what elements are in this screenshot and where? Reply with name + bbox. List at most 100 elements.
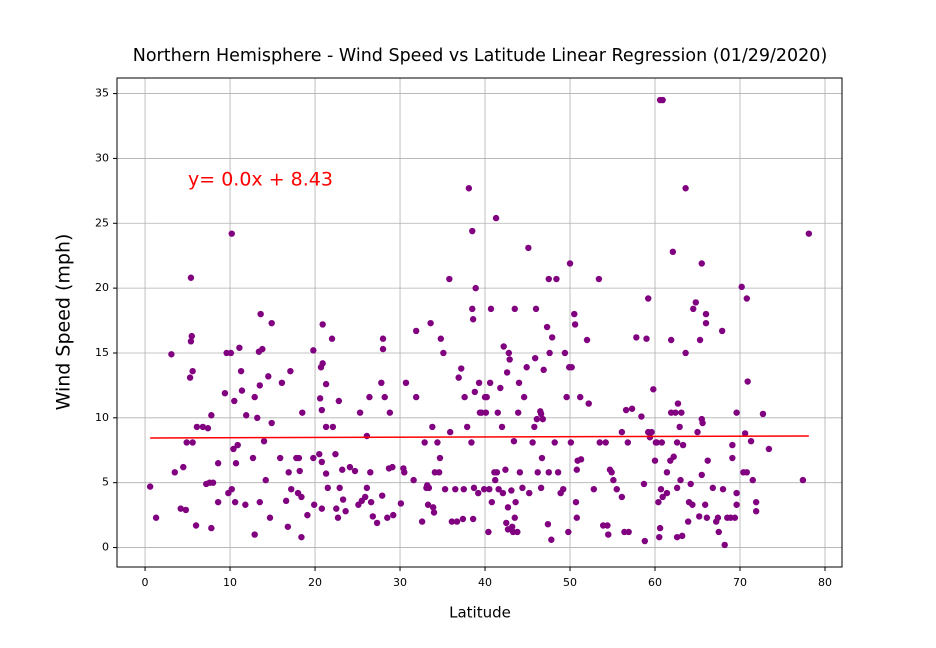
point xyxy=(505,349,513,357)
point xyxy=(316,450,323,458)
point xyxy=(551,439,558,446)
y-tick-label: 30 xyxy=(95,151,109,164)
point xyxy=(531,354,539,362)
point xyxy=(251,393,258,401)
point xyxy=(563,393,570,401)
point xyxy=(731,514,739,521)
point xyxy=(752,498,760,506)
point xyxy=(572,498,580,506)
point xyxy=(237,367,245,375)
point xyxy=(373,519,381,527)
point xyxy=(565,528,572,536)
point xyxy=(534,469,541,476)
point xyxy=(743,469,751,476)
point xyxy=(499,489,507,497)
point xyxy=(679,532,686,540)
point xyxy=(669,248,677,256)
point xyxy=(514,528,521,536)
point xyxy=(463,423,471,431)
point xyxy=(488,498,496,506)
point xyxy=(571,310,578,318)
point xyxy=(430,509,438,516)
point xyxy=(677,476,684,484)
point xyxy=(487,305,495,313)
point xyxy=(504,504,512,511)
point xyxy=(448,518,456,525)
y-tick-label: 15 xyxy=(95,346,109,359)
point xyxy=(238,387,246,394)
point xyxy=(265,373,272,380)
point xyxy=(511,514,518,521)
point xyxy=(719,485,727,493)
point xyxy=(659,96,666,104)
point xyxy=(657,485,665,493)
point xyxy=(458,365,465,372)
point xyxy=(208,524,215,532)
point xyxy=(618,493,626,501)
point xyxy=(765,445,773,453)
point xyxy=(641,537,649,545)
point xyxy=(640,480,648,488)
point xyxy=(663,469,671,476)
point xyxy=(678,409,685,416)
point xyxy=(698,260,705,267)
point xyxy=(514,409,522,416)
point xyxy=(545,275,552,283)
point xyxy=(503,519,510,527)
point xyxy=(670,453,677,460)
point xyxy=(189,439,196,446)
y-tick-label: 35 xyxy=(95,87,109,100)
point xyxy=(625,528,632,536)
point xyxy=(485,528,492,536)
point xyxy=(573,514,581,521)
point xyxy=(689,501,696,508)
point xyxy=(682,185,689,192)
point xyxy=(738,283,745,291)
point xyxy=(324,484,331,492)
point xyxy=(475,379,483,387)
point xyxy=(805,230,813,237)
point xyxy=(379,335,387,342)
point xyxy=(435,469,443,476)
x-tick-label: 80 xyxy=(818,576,832,589)
point xyxy=(577,393,584,401)
point xyxy=(369,513,377,520)
point xyxy=(461,393,468,401)
point xyxy=(318,505,326,512)
point xyxy=(595,275,603,283)
point xyxy=(390,511,397,519)
point xyxy=(690,305,697,313)
point xyxy=(469,316,477,323)
point xyxy=(692,299,700,306)
point xyxy=(183,439,190,446)
point xyxy=(452,485,459,493)
point xyxy=(386,409,394,416)
point xyxy=(714,514,722,521)
point xyxy=(242,412,250,419)
point xyxy=(288,485,295,493)
point xyxy=(310,454,317,462)
point xyxy=(658,439,666,446)
point xyxy=(262,476,269,484)
point xyxy=(703,514,711,521)
point xyxy=(242,501,249,508)
point xyxy=(171,469,178,476)
point xyxy=(425,484,433,492)
point xyxy=(729,454,736,462)
point xyxy=(310,501,318,508)
point xyxy=(384,514,391,521)
point xyxy=(482,409,490,416)
point xyxy=(472,284,479,292)
point xyxy=(553,275,560,283)
point xyxy=(285,469,292,476)
point xyxy=(278,379,286,387)
point xyxy=(469,227,476,235)
point xyxy=(296,467,303,475)
point xyxy=(470,484,478,492)
point xyxy=(429,423,436,431)
point xyxy=(733,501,740,508)
point xyxy=(672,409,679,416)
point xyxy=(356,409,364,416)
